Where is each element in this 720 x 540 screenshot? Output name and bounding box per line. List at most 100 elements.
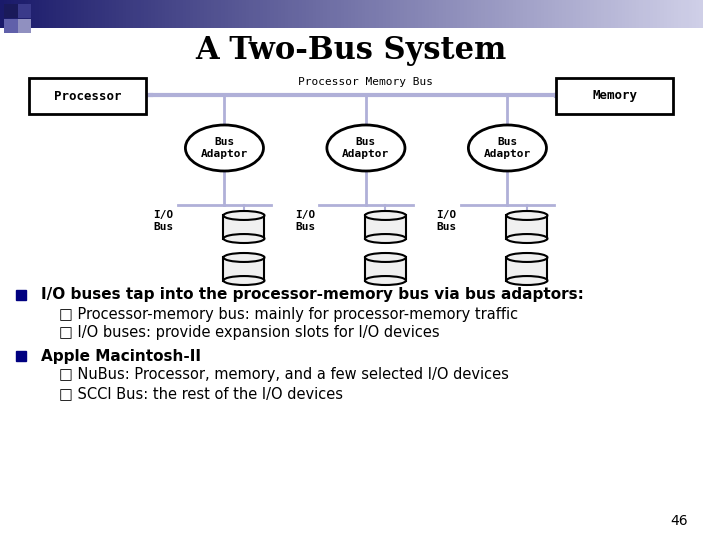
Bar (42, 0, 47, 28)
Bar (176, 0, 180, 28)
Bar (144, 0, 148, 28)
Bar (309, 0, 314, 28)
Bar (337, 0, 342, 28)
Bar (127, 0, 131, 28)
Bar (327, 0, 331, 28)
Bar (597, 0, 602, 28)
Bar (295, 0, 300, 28)
Bar (555, 0, 559, 28)
Bar (432, 0, 436, 28)
Bar (172, 0, 176, 28)
Ellipse shape (506, 253, 547, 262)
Bar (73, 0, 78, 28)
Text: Apple Macintosh-II: Apple Macintosh-II (41, 348, 201, 363)
Text: I/O buses tap into the processor-memory bus via bus adaptors:: I/O buses tap into the processor-memory … (41, 287, 584, 302)
Bar (699, 0, 703, 28)
Bar (281, 0, 286, 28)
Bar (130, 0, 135, 28)
Bar (302, 0, 307, 28)
Ellipse shape (506, 211, 547, 220)
Bar (425, 0, 430, 28)
Bar (509, 0, 514, 28)
Bar (348, 0, 352, 28)
Ellipse shape (186, 125, 264, 171)
Bar (576, 0, 580, 28)
Bar (63, 0, 68, 28)
Bar (105, 0, 110, 28)
Bar (223, 258, 264, 280)
Bar (464, 0, 468, 28)
Bar (639, 0, 644, 28)
Bar (408, 0, 412, 28)
Bar (30, 78, 146, 114)
Bar (288, 0, 292, 28)
Bar (91, 0, 96, 28)
Bar (456, 0, 462, 28)
Bar (400, 0, 405, 28)
Bar (223, 215, 264, 239)
Bar (604, 0, 608, 28)
Bar (583, 0, 588, 28)
Bar (14, 0, 19, 28)
Bar (45, 0, 50, 28)
Bar (341, 0, 345, 28)
Bar (439, 0, 444, 28)
Bar (647, 0, 651, 28)
Bar (137, 0, 142, 28)
Bar (211, 0, 215, 28)
Ellipse shape (223, 276, 264, 285)
Bar (271, 0, 275, 28)
Bar (4, 4, 17, 18)
Bar (629, 0, 634, 28)
Bar (140, 0, 145, 28)
Bar (415, 0, 419, 28)
Bar (625, 0, 630, 28)
Bar (217, 0, 222, 28)
Bar (365, 258, 406, 280)
Bar (566, 0, 570, 28)
Bar (186, 0, 191, 28)
Bar (88, 0, 92, 28)
Bar (611, 0, 616, 28)
Bar (77, 0, 82, 28)
Bar (123, 0, 127, 28)
Bar (428, 0, 433, 28)
Bar (559, 0, 563, 28)
Bar (320, 0, 324, 28)
Bar (4, 0, 8, 28)
Bar (506, 215, 547, 239)
Bar (235, 0, 240, 28)
Bar (506, 0, 510, 28)
Text: 46: 46 (670, 514, 688, 528)
Bar (330, 0, 335, 28)
Bar (657, 0, 662, 28)
Bar (446, 0, 451, 28)
Bar (569, 0, 574, 28)
Bar (404, 0, 408, 28)
Bar (116, 0, 120, 28)
Bar (207, 0, 212, 28)
Bar (183, 0, 187, 28)
Ellipse shape (223, 253, 264, 262)
Bar (161, 0, 166, 28)
Bar (443, 0, 447, 28)
Bar (653, 0, 658, 28)
Bar (523, 0, 528, 28)
Bar (608, 0, 612, 28)
Bar (387, 0, 391, 28)
Bar (299, 0, 303, 28)
Bar (675, 0, 679, 28)
Bar (557, 78, 673, 114)
Bar (453, 0, 458, 28)
Text: □ NuBus: Processor, memory, and a few selected I/O devices: □ NuBus: Processor, memory, and a few se… (58, 368, 508, 382)
Bar (643, 0, 647, 28)
Bar (450, 0, 454, 28)
Text: Processor: Processor (54, 90, 122, 103)
Bar (365, 215, 406, 239)
Bar (682, 0, 686, 28)
Ellipse shape (506, 234, 547, 243)
Text: Bus
Adaptor: Bus Adaptor (342, 137, 390, 159)
Bar (362, 0, 366, 28)
Bar (11, 0, 15, 28)
Bar (541, 0, 546, 28)
